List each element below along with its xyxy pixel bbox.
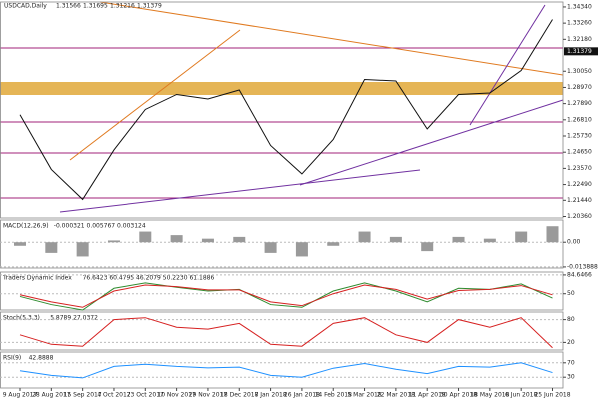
panel-frame	[0, 1, 564, 219]
x-tick-label: 26 Jan 2018	[284, 392, 320, 399]
histogram-bar	[201, 238, 214, 243]
x-tick-label: 18 Dec 2017	[220, 392, 259, 399]
panel-frame	[0, 351, 564, 389]
y-tick-label: -0.013888	[567, 263, 598, 270]
y-tick-label: 1.33260	[567, 20, 592, 27]
last-price-box	[564, 47, 598, 56]
y-tick-label: 80	[567, 316, 575, 323]
x-tick-label: 5 Mar 2018	[347, 392, 381, 399]
histogram-bar	[327, 242, 340, 246]
histogram-bar	[264, 242, 277, 253]
panel-frame	[0, 219, 564, 269]
indicator-title: Stoch(5,3,3)	[3, 315, 40, 322]
price-line	[19, 19, 553, 201]
trendline	[59, 169, 421, 213]
trendline	[299, 99, 564, 186]
quote-value: 1.31695	[83, 3, 108, 10]
price-line	[19, 282, 553, 311]
x-tick-label: 14 Feb 2018	[315, 392, 353, 399]
y-tick-label: 1.26810	[567, 116, 592, 123]
trendline	[69, 29, 241, 161]
last-price-label: 1.31379	[567, 48, 592, 55]
indicator-readout: 76.6423 60.4795 46.2079 50.2230 61.1886	[83, 275, 215, 282]
chart-title: USDCAD,Daily	[4, 3, 47, 10]
trendline	[99, 1, 564, 76]
histogram-bar	[139, 231, 152, 243]
decoration	[0, 1, 564, 213]
zone	[0, 82, 563, 95]
histogram-bar	[14, 242, 26, 246]
x-tick-label: 25 Jun 2018	[534, 392, 570, 399]
y-tick-label: 20	[567, 339, 575, 346]
y-tick-label: 84.6466	[567, 271, 592, 278]
indicator-readout: -0.000321 0.005767 0.003124	[54, 223, 146, 230]
histogram-bar	[546, 226, 559, 243]
indicator-readout: 5.8789 27.0372	[50, 315, 98, 322]
y-tick-label: 1.34340	[567, 3, 592, 10]
y-tick-label: 1.24650	[567, 149, 592, 156]
y-tick-label: 1.23570	[567, 165, 592, 172]
y-tick-label: 1.20360	[567, 213, 592, 220]
histogram-bar	[452, 236, 465, 243]
indicator-readout: 42.8888	[29, 355, 54, 362]
y-tick-label: 70	[567, 359, 575, 366]
x-tick-label: 18 May 2018	[470, 392, 509, 399]
y-tick-label: 1.27890	[567, 100, 592, 107]
x-tick-label: 10 Nov 2017	[157, 392, 196, 399]
quote-value: 1.31379	[137, 3, 162, 10]
x-tick-label: 30 Apr 2018	[440, 392, 477, 399]
x-tick-label: 8 Jan 2018	[255, 392, 287, 399]
x-tick-label: 11 Apr 2018	[409, 392, 446, 399]
histogram-bar	[107, 240, 120, 243]
price-line	[19, 284, 553, 308]
y-tick-label: 1.22490	[567, 181, 592, 188]
histogram-bar	[170, 235, 183, 243]
histogram-bar	[389, 236, 402, 243]
price-line	[19, 362, 553, 379]
histogram-bar	[483, 238, 496, 243]
histogram-bar	[515, 231, 528, 243]
y-tick-label: 50	[567, 290, 575, 297]
histogram-bar	[295, 242, 308, 257]
panel-frame	[0, 271, 564, 311]
price-line	[19, 317, 553, 349]
histogram-bar	[76, 242, 89, 257]
histogram-bar	[233, 236, 246, 243]
quote-value: 1.31216	[110, 3, 135, 10]
x-tick-label: 9 Aug 2017	[3, 392, 38, 399]
x-tick-label: 23 Oct 2017	[127, 392, 164, 399]
y-tick-label: 1.30050	[567, 68, 592, 75]
histogram-bar	[45, 242, 58, 253]
histogram-bar	[421, 242, 434, 252]
x-tick-label: 15 Sep 2017	[64, 392, 102, 399]
y-tick-label: 1.28970	[567, 84, 592, 91]
y-tick-label: 30	[567, 374, 575, 381]
y-tick-label: 1.32180	[567, 36, 592, 43]
y-tick-label: 0.00	[567, 239, 581, 246]
y-tick-label: 1.21440	[567, 197, 592, 204]
quote-value: 1.31566	[56, 3, 81, 10]
x-tick-label: 28 Aug 2017	[32, 392, 71, 399]
x-tick-label: 6 Jun 2018	[505, 392, 537, 399]
x-tick-label: 4 Oct 2017	[97, 392, 130, 399]
trendline	[469, 4, 546, 126]
indicator-title: RSI(9)	[3, 355, 21, 362]
histogram-bar	[358, 231, 371, 243]
x-tick-label: 22 Mar 2018	[377, 392, 415, 399]
x-tick-label: 29 Nov 2017	[189, 392, 228, 399]
indicator-title: Traders Dynamic Index	[2, 275, 72, 282]
y-tick-label: 1.25730	[567, 133, 592, 140]
indicator-title: MACD(12,26,9)	[3, 223, 49, 230]
panel-frame	[0, 311, 564, 351]
